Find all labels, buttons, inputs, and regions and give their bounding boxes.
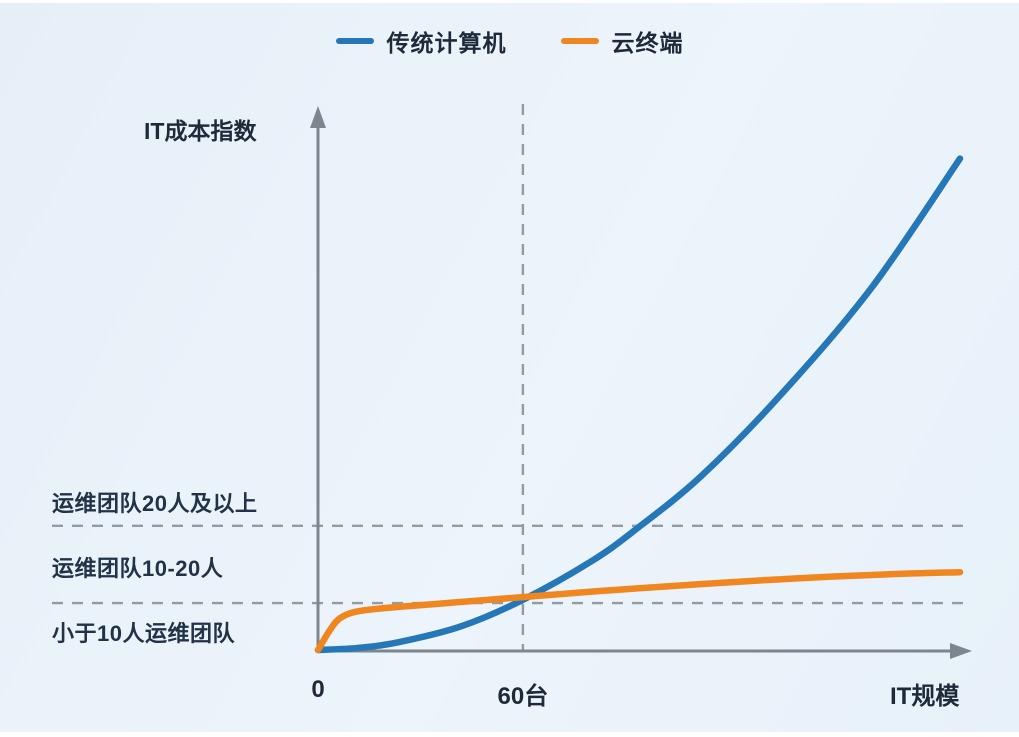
- y-axis-arrow-icon: [310, 106, 326, 128]
- band-label-team-20plus: 运维团队20人及以上: [52, 491, 258, 516]
- legend-swatch-orange: [560, 38, 599, 44]
- legend-label: 云终端: [611, 30, 684, 56]
- x-tick-60: 60台: [497, 683, 549, 710]
- chart-background: [0, 3, 1019, 732]
- legend-swatch-blue: [335, 38, 374, 44]
- legend-label: 传统计算机: [386, 30, 507, 56]
- legend: 传统计算机 云终端: [0, 26, 1019, 56]
- curve-traditional-computer: [314, 155, 964, 654]
- y-axis-label: IT成本指数: [144, 118, 257, 144]
- x-axis-arrow-icon: [950, 643, 972, 659]
- band-label-team-10-20: 运维团队10-20人: [52, 556, 224, 581]
- x-tick-0: 0: [311, 676, 325, 703]
- x-axis-label: IT规模: [890, 683, 960, 710]
- legend-item-traditional: 传统计算机: [335, 24, 507, 58]
- legend-item-cloud: 云终端: [560, 24, 684, 58]
- band-label-team-under10: 小于10人运维团队: [52, 621, 235, 646]
- curve-cloud-terminal: [314, 568, 964, 654]
